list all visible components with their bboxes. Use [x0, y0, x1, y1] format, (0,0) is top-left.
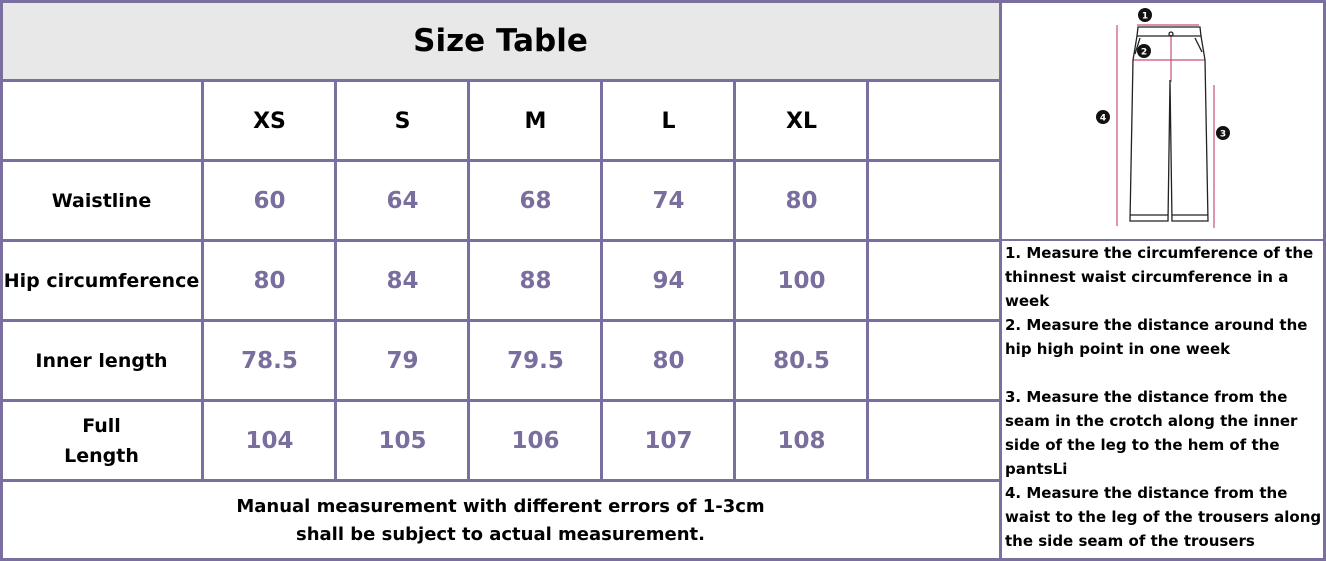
table-title: Size Table	[0, 0, 1001, 81]
table-cell: 100	[777, 268, 826, 294]
row-label: Inner length	[35, 350, 168, 372]
pants-diagram: 1 2 3 4	[1096, 8, 1230, 228]
footer-line: Manual measurement with different errors…	[236, 496, 765, 517]
size-header: XL	[786, 108, 817, 134]
grid-line	[0, 399, 1001, 402]
grid-line	[334, 79, 337, 481]
size-header: XS	[253, 108, 286, 134]
grid-line	[1001, 239, 1326, 241]
row-label: Waistline	[51, 190, 152, 212]
size-header: M	[524, 108, 547, 134]
marker-icons: 1 2 3 4	[1096, 8, 1230, 140]
table-cell: 78.5	[241, 348, 298, 374]
grid-line	[733, 79, 736, 481]
svg-text:4: 4	[1100, 114, 1106, 124]
table-cell: 60	[253, 188, 286, 214]
table-cell: 68	[519, 188, 552, 214]
grid-line	[0, 239, 1001, 242]
table-cell: 79.5	[507, 348, 564, 374]
note-1: 1. Measure the circumference of the thin…	[1005, 244, 1314, 310]
table-cell: 106	[511, 428, 560, 454]
svg-text:3: 3	[1220, 130, 1226, 140]
table-cell	[868, 161, 1001, 241]
table-cell: 88	[519, 268, 552, 294]
table-cell: 105	[378, 428, 427, 454]
svg-text:2: 2	[1141, 48, 1147, 58]
footer-line: shall be subject to actual measurement.	[296, 524, 705, 545]
table-cell: 79	[386, 348, 419, 374]
table-cell: 64	[386, 188, 419, 214]
table-cell	[868, 241, 1001, 321]
row-label: Hip circumference	[3, 270, 200, 292]
table-cell: 107	[644, 428, 693, 454]
grid-line	[201, 79, 204, 481]
table-cell: 94	[652, 268, 685, 294]
grid-line	[600, 79, 603, 481]
grid-line	[999, 0, 1002, 561]
grid-line	[0, 558, 1001, 561]
grid-line	[0, 159, 1001, 162]
grid-line	[1001, 0, 1326, 3]
grid-line	[0, 0, 1001, 3]
table-cell: 80.5	[773, 348, 830, 374]
note-3: 3. Measure the distance from the seam in…	[1005, 388, 1298, 478]
row-label: Full Length	[64, 415, 139, 467]
table-cell	[868, 321, 1001, 401]
table-cell: 80	[652, 348, 685, 374]
grid-line	[467, 79, 470, 481]
grid-line	[1323, 0, 1326, 561]
note-4: 4. Measure the distance from the waist t…	[1005, 484, 1322, 550]
size-header	[868, 81, 1001, 161]
footer-note: Manual measurement with different errors…	[0, 481, 1001, 561]
grid-line	[0, 319, 1001, 322]
size-header: S	[394, 108, 411, 134]
size-header: L	[661, 108, 676, 134]
grid-line	[866, 79, 869, 481]
grid-line	[1001, 558, 1326, 561]
grid-line	[0, 79, 1001, 82]
table-cell: 80	[253, 268, 286, 294]
table-cell	[868, 401, 1001, 481]
table-cell: 74	[652, 188, 685, 214]
note-2: 2. Measure the distance around the hip h…	[1005, 316, 1308, 358]
table-cell: 80	[785, 188, 818, 214]
table-cell: 108	[777, 428, 826, 454]
table-cell: 104	[245, 428, 294, 454]
table-cell: 84	[386, 268, 419, 294]
svg-text:1: 1	[1142, 12, 1148, 22]
grid-line	[0, 0, 3, 561]
grid-line	[0, 479, 1001, 482]
